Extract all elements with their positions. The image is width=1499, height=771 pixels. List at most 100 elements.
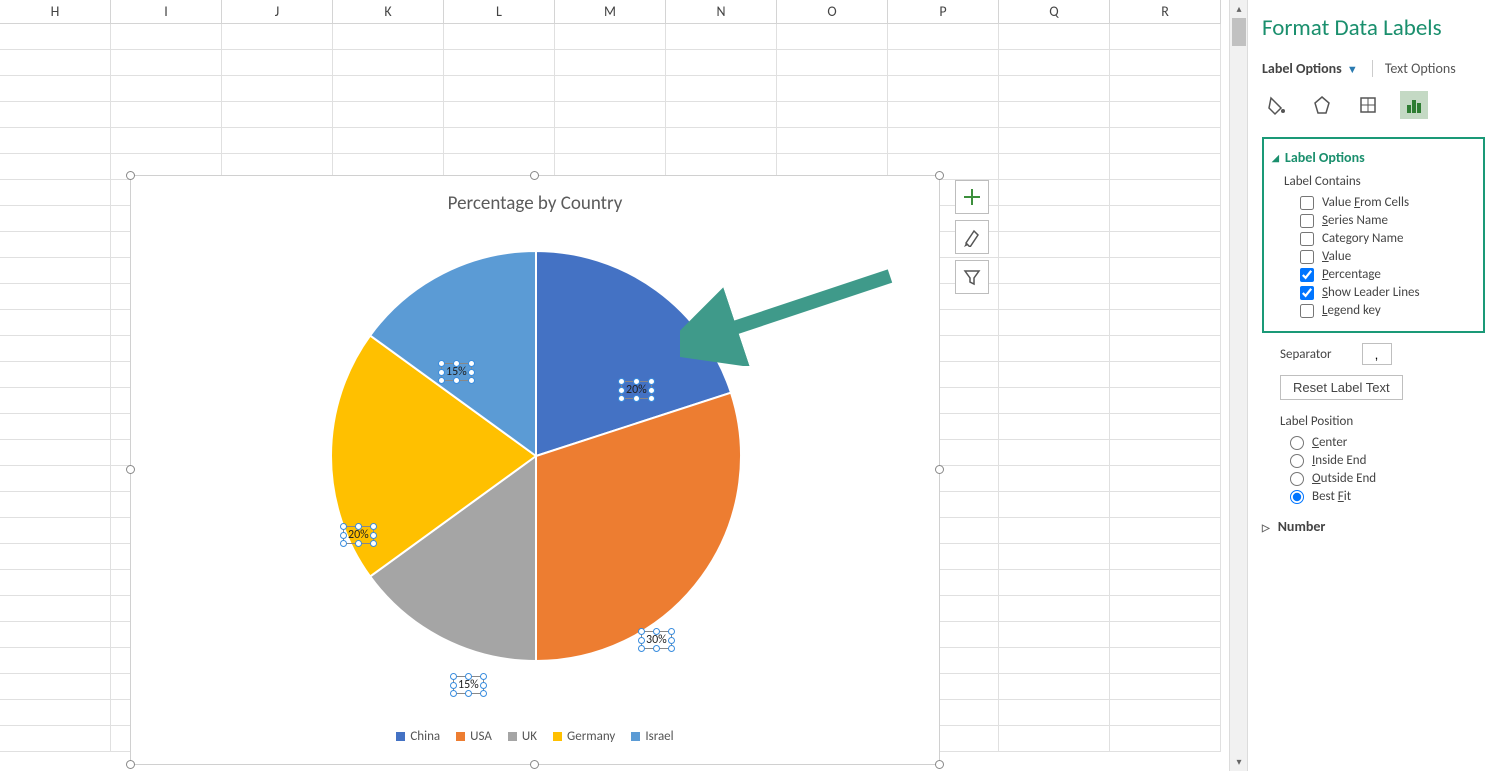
column-header[interactable]: R: [1110, 0, 1221, 24]
cell[interactable]: [666, 76, 777, 102]
cell[interactable]: [666, 50, 777, 76]
tab-text-options[interactable]: Text Options: [1372, 60, 1456, 77]
checkbox-series_name[interactable]: Series Name: [1300, 213, 1475, 228]
cell[interactable]: [666, 128, 777, 154]
cell[interactable]: [444, 76, 555, 102]
column-header[interactable]: O: [777, 0, 888, 24]
radio-input[interactable]: [1290, 490, 1304, 504]
cell[interactable]: [999, 258, 1110, 284]
cell[interactable]: [999, 76, 1110, 102]
cell[interactable]: [999, 544, 1110, 570]
radio-center[interactable]: Center: [1290, 435, 1485, 450]
cell[interactable]: [999, 50, 1110, 76]
column-header[interactable]: L: [444, 0, 555, 24]
cell[interactable]: [999, 596, 1110, 622]
cell[interactable]: [777, 102, 888, 128]
cell[interactable]: [111, 102, 222, 128]
cell[interactable]: [1110, 128, 1221, 154]
data-label[interactable]: 20%: [343, 526, 374, 544]
scroll-up-icon[interactable]: ▴: [1230, 0, 1248, 18]
checkbox-value_from_cells[interactable]: Value From Cells: [1300, 195, 1475, 210]
cell[interactable]: [999, 362, 1110, 388]
cell[interactable]: [0, 388, 111, 414]
reset-label-text-button[interactable]: Reset Label Text: [1280, 375, 1403, 400]
cell[interactable]: [888, 24, 999, 50]
legend-item[interactable]: UK: [508, 729, 537, 744]
column-header[interactable]: N: [666, 0, 777, 24]
chart-filters-button[interactable]: [955, 260, 989, 294]
cell[interactable]: [222, 128, 333, 154]
legend-item[interactable]: China: [396, 729, 440, 744]
cell[interactable]: [444, 102, 555, 128]
cell[interactable]: [999, 336, 1110, 362]
cell[interactable]: [0, 180, 111, 206]
cell[interactable]: [1110, 492, 1221, 518]
cell[interactable]: [333, 50, 444, 76]
cell[interactable]: [1110, 232, 1221, 258]
cell[interactable]: [555, 76, 666, 102]
chart-legend[interactable]: ChinaUSAUKGermanyIsrael: [131, 729, 939, 744]
cell[interactable]: [0, 414, 111, 440]
cell[interactable]: [999, 648, 1110, 674]
cell[interactable]: [0, 128, 111, 154]
cell[interactable]: [333, 128, 444, 154]
cell[interactable]: [1110, 440, 1221, 466]
cell[interactable]: [999, 518, 1110, 544]
checkbox-input[interactable]: [1300, 268, 1314, 282]
cell[interactable]: [0, 648, 111, 674]
cell[interactable]: [999, 726, 1110, 752]
cell[interactable]: [1110, 544, 1221, 570]
cell[interactable]: [0, 518, 111, 544]
cell[interactable]: [111, 76, 222, 102]
cell[interactable]: [1110, 648, 1221, 674]
column-header[interactable]: Q: [999, 0, 1110, 24]
cell[interactable]: [999, 128, 1110, 154]
checkbox-legend_key[interactable]: Legend key: [1300, 303, 1475, 318]
checkbox-input[interactable]: [1300, 250, 1314, 264]
cell[interactable]: [1110, 102, 1221, 128]
chart-elements-button[interactable]: [955, 180, 989, 214]
cell[interactable]: [1110, 596, 1221, 622]
column-header[interactable]: M: [555, 0, 666, 24]
cell[interactable]: [1110, 674, 1221, 700]
radio-best_fit[interactable]: Best Fit: [1290, 489, 1485, 504]
cell[interactable]: [0, 622, 111, 648]
cell[interactable]: [1110, 284, 1221, 310]
cell[interactable]: [1110, 388, 1221, 414]
cell[interactable]: [0, 492, 111, 518]
cell[interactable]: [777, 76, 888, 102]
cell[interactable]: [999, 570, 1110, 596]
cell[interactable]: [333, 24, 444, 50]
cell[interactable]: [222, 102, 333, 128]
cell[interactable]: [1110, 362, 1221, 388]
section-header-number[interactable]: Number: [1262, 518, 1485, 535]
data-label[interactable]: 20%: [621, 381, 652, 399]
label-options-icon[interactable]: [1400, 91, 1428, 119]
scroll-thumb[interactable]: [1232, 18, 1246, 46]
cell[interactable]: [1110, 24, 1221, 50]
legend-item[interactable]: USA: [456, 729, 492, 744]
cell[interactable]: [0, 336, 111, 362]
cell[interactable]: [0, 232, 111, 258]
cell[interactable]: [0, 440, 111, 466]
cell[interactable]: [0, 700, 111, 726]
cell[interactable]: [0, 674, 111, 700]
cell[interactable]: [999, 492, 1110, 518]
cell[interactable]: [1110, 206, 1221, 232]
cell[interactable]: [0, 284, 111, 310]
cell[interactable]: [1110, 570, 1221, 596]
cell[interactable]: [1110, 518, 1221, 544]
pie-chart[interactable]: 20%30%15%20%15%: [331, 251, 741, 661]
cell[interactable]: [999, 674, 1110, 700]
cell[interactable]: [999, 24, 1110, 50]
cell[interactable]: [0, 726, 111, 752]
cell[interactable]: [1110, 700, 1221, 726]
separator-input[interactable]: [1362, 343, 1392, 365]
cell[interactable]: [666, 24, 777, 50]
column-header[interactable]: P: [888, 0, 999, 24]
cell[interactable]: [0, 154, 111, 180]
cell[interactable]: [999, 206, 1110, 232]
data-label[interactable]: 15%: [453, 676, 484, 694]
cell[interactable]: [1110, 310, 1221, 336]
cell[interactable]: [0, 24, 111, 50]
